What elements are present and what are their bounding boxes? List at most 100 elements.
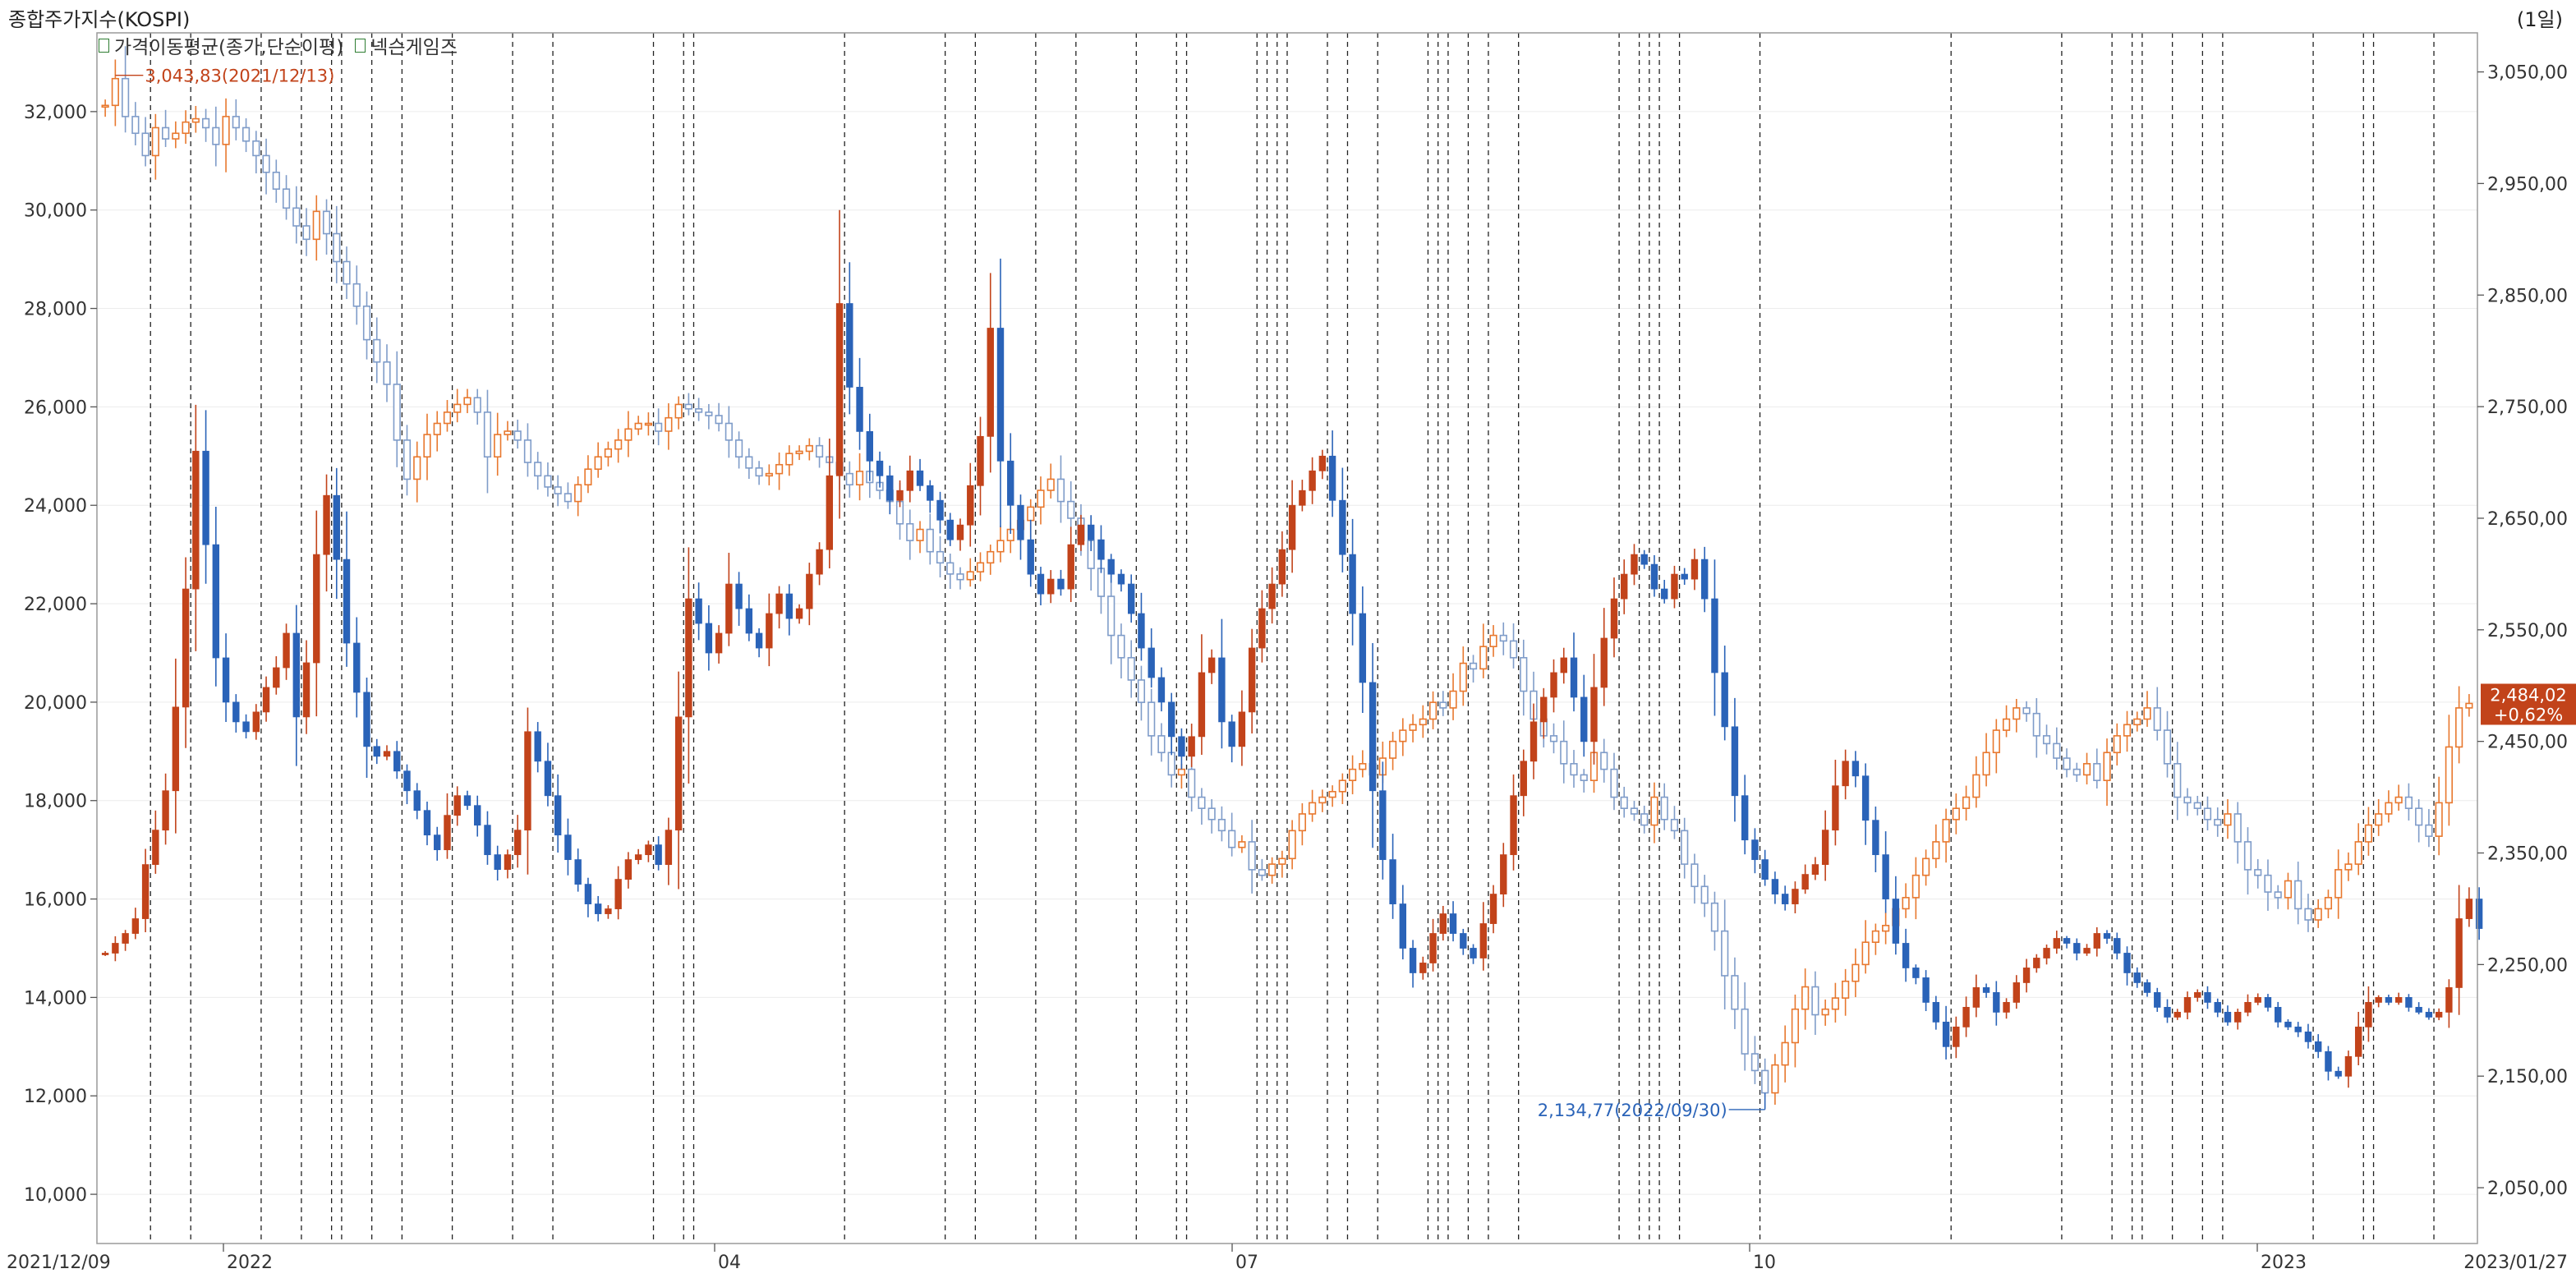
legend-item-nexon[interactable]: 넥슨게임즈 bbox=[355, 31, 458, 59]
nexon-candle bbox=[2354, 1026, 2362, 1057]
kospi-candle bbox=[604, 448, 613, 458]
kospi-candle bbox=[1871, 930, 1879, 943]
nexon-candle bbox=[987, 328, 994, 437]
nexon-candle bbox=[2093, 933, 2100, 949]
kospi-candle bbox=[2264, 874, 2272, 893]
kospi-candle bbox=[1549, 735, 1558, 742]
kospi-candle bbox=[513, 430, 522, 441]
nexon-candle bbox=[2083, 948, 2091, 954]
legend-item-ma[interactable]: 가격이동평균(종가,단순이평) bbox=[99, 31, 343, 59]
nexon-candle bbox=[1932, 1001, 1940, 1023]
kospi-candle bbox=[956, 573, 964, 581]
kospi-candle bbox=[1198, 796, 1206, 809]
nexon-candle bbox=[1228, 721, 1235, 747]
kospi-candle bbox=[976, 562, 985, 572]
nexon-candle bbox=[1088, 524, 1095, 540]
left-tick-label: 26,000 bbox=[24, 398, 87, 418]
kospi-candle bbox=[222, 116, 230, 145]
kospi-candle bbox=[2375, 813, 2383, 826]
nexon-candle bbox=[1148, 647, 1155, 678]
nexon-candle bbox=[1861, 775, 1870, 821]
nexon-candle bbox=[725, 583, 733, 634]
nexon-candle bbox=[1751, 839, 1759, 861]
nexon-candle bbox=[2053, 938, 2060, 949]
nexon-candle bbox=[1872, 820, 1879, 856]
nexon-candle bbox=[916, 470, 924, 486]
kospi-candle bbox=[1278, 857, 1286, 865]
kospi-candle bbox=[122, 77, 130, 117]
kospi-candle bbox=[1318, 796, 1327, 804]
chart-title: 종합주가지수(KOSPI) bbox=[8, 8, 191, 31]
kospi-candle bbox=[2404, 796, 2413, 809]
kospi-candle bbox=[393, 384, 401, 441]
nexon-candle bbox=[715, 632, 723, 654]
nexon-candle bbox=[896, 490, 904, 501]
right-tick-label: 2,450,00 bbox=[2487, 733, 2568, 753]
kospi-candle bbox=[292, 207, 301, 227]
nexon-candle bbox=[1208, 657, 1216, 673]
nexon-candle bbox=[2123, 953, 2131, 973]
kospi-candle bbox=[1731, 975, 1739, 1010]
kospi-candle bbox=[2203, 807, 2212, 821]
nexon-candle bbox=[2073, 943, 2081, 954]
kospi-candle bbox=[523, 439, 532, 463]
kospi-candle bbox=[2133, 718, 2141, 726]
nexon-candle bbox=[775, 593, 783, 614]
nexon-candle bbox=[1540, 696, 1548, 723]
kospi-candle bbox=[2415, 807, 2423, 826]
nexon-candle bbox=[504, 854, 512, 871]
nexon-candle bbox=[735, 583, 743, 609]
kospi-candle bbox=[855, 471, 864, 486]
grid bbox=[97, 111, 2477, 1195]
kospi-candle bbox=[1238, 841, 1246, 848]
nexon-candle bbox=[1701, 559, 1709, 600]
kospi-candle bbox=[343, 260, 351, 285]
kospi-candle bbox=[1922, 857, 1930, 876]
kospi-candle bbox=[815, 444, 824, 458]
nexon-candle bbox=[1419, 963, 1427, 973]
nexon-candle bbox=[1328, 455, 1336, 501]
kospi-candle bbox=[1952, 807, 1960, 821]
kospi-candle bbox=[2082, 763, 2091, 776]
nexon-candle bbox=[162, 790, 169, 831]
nexon-candle bbox=[1077, 524, 1085, 545]
nexon-candle bbox=[816, 549, 823, 575]
nexon-candle bbox=[554, 795, 562, 836]
nexon-candle bbox=[122, 933, 129, 944]
kospi-candle bbox=[1681, 830, 1689, 865]
nexon-candle bbox=[967, 485, 974, 526]
kospi-candle bbox=[362, 306, 371, 341]
kospi-candle bbox=[2042, 735, 2051, 745]
nexon-candle bbox=[785, 593, 794, 619]
kospi-candle bbox=[1499, 634, 1507, 642]
nexon-candle bbox=[1198, 672, 1206, 738]
nexon-candle bbox=[534, 731, 541, 762]
nexon-candle bbox=[846, 303, 853, 388]
kospi-candle bbox=[302, 225, 310, 241]
nexon-candle bbox=[1359, 613, 1367, 683]
kospi-candle bbox=[845, 472, 853, 486]
nexon-candle bbox=[2264, 997, 2272, 1008]
kospi-candle bbox=[1982, 752, 1990, 776]
kospi-candle bbox=[705, 411, 713, 416]
right-tick-label: 2,350,00 bbox=[2487, 844, 2568, 865]
kospi-candle bbox=[2233, 813, 2242, 843]
kospi-candle bbox=[775, 463, 784, 475]
nexon-candle bbox=[514, 830, 522, 856]
nexon-candle bbox=[2133, 972, 2141, 983]
period-label[interactable]: (1일) bbox=[2516, 8, 2563, 31]
nexon-candle bbox=[705, 623, 713, 654]
nexon-candle bbox=[1590, 687, 1598, 742]
kospi-candle bbox=[2163, 729, 2172, 765]
nexon-candle bbox=[232, 701, 240, 723]
kospi-candle bbox=[2022, 707, 2031, 715]
nexon-candle bbox=[1238, 711, 1246, 747]
kospi-candle bbox=[1107, 595, 1116, 637]
left-tick-label: 28,000 bbox=[24, 300, 87, 320]
nexon-candle bbox=[584, 884, 592, 904]
legend: 가격이동평균(종가,단순이평) 넥슨게임즈 bbox=[99, 31, 458, 59]
kospi-candle bbox=[1690, 863, 1699, 888]
nexon-candle bbox=[283, 632, 290, 669]
kospi-candle bbox=[2364, 824, 2373, 843]
